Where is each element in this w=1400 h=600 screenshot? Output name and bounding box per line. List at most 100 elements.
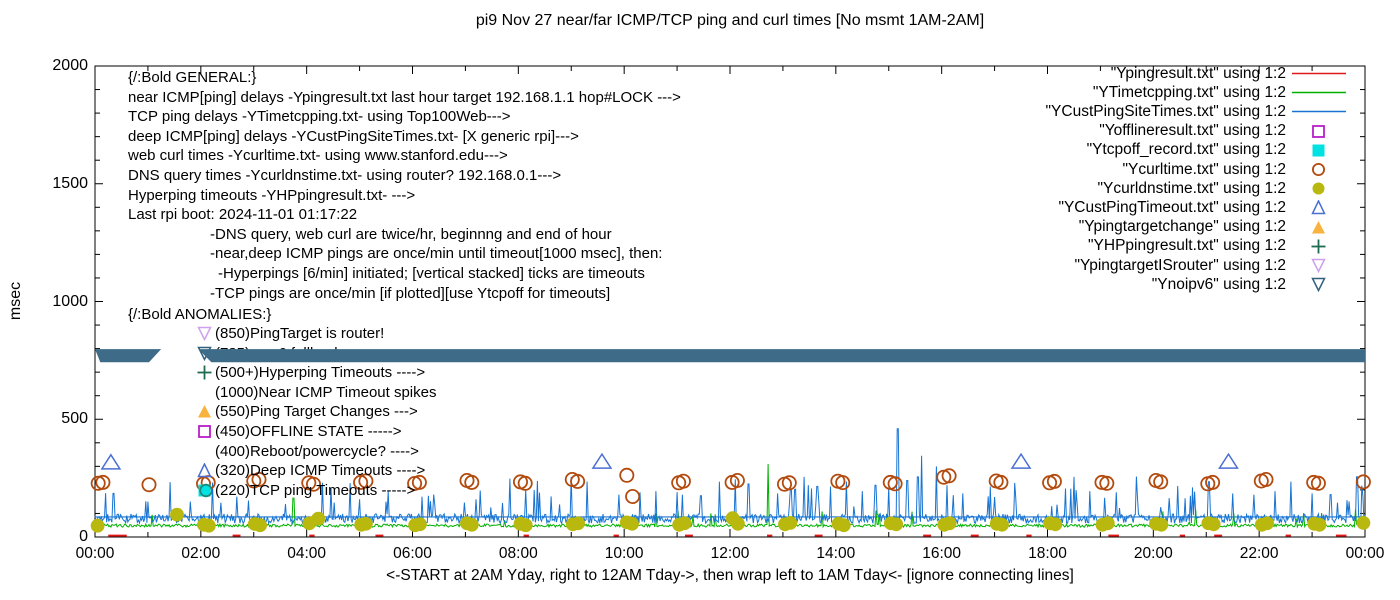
anomaly-text: (550)Ping Target Changes ---> bbox=[215, 403, 418, 421]
anomaly-line: (320)Deep ICMP Timeouts ----> bbox=[197, 461, 425, 480]
legend-label: "Ytcpoff_record.txt" using 1:2 bbox=[1086, 141, 1286, 159]
series-curl-point bbox=[887, 476, 903, 492]
series-curl-point bbox=[1253, 473, 1269, 489]
series-dns-point bbox=[518, 518, 533, 533]
general-note-line: -DNS query, web curl are twice/hr, begin… bbox=[210, 225, 612, 243]
anomaly-line: (850)PingTarget is router! bbox=[197, 324, 384, 343]
legend-item: "Ypingtargetchange" using 1:2 bbox=[1079, 218, 1347, 237]
line-icon bbox=[1290, 66, 1347, 81]
anomaly-line: (500+)Hyperping Timeouts ----> bbox=[197, 363, 425, 382]
series-dns-point bbox=[1100, 516, 1115, 531]
x-tick-label: 18:00 bbox=[1028, 545, 1067, 562]
tri-down-open-icon bbox=[197, 326, 215, 341]
tri-down-open-icon bbox=[1290, 258, 1347, 273]
general-note-line: -TCP pings are once/min [if plotted][use… bbox=[210, 284, 611, 302]
series-dns-point bbox=[1260, 516, 1274, 531]
anomalies-header: {/:Bold ANOMALIES:} bbox=[128, 306, 272, 323]
series-curl-point bbox=[671, 475, 687, 491]
series-dns-point bbox=[565, 517, 580, 532]
series-dns-point bbox=[1095, 517, 1110, 532]
series-curl-point bbox=[141, 477, 157, 493]
series-dns-point bbox=[197, 517, 211, 532]
series-dns-point bbox=[731, 516, 745, 531]
legend-item: "Ycurltime.txt" using 1:2 bbox=[1123, 160, 1347, 179]
series-dns-point bbox=[247, 517, 262, 531]
x-tick-label: 06:00 bbox=[393, 545, 432, 562]
series-dns-point bbox=[302, 516, 317, 531]
series-curl-point bbox=[90, 475, 106, 491]
legend-label: "YTimetcpping.txt" using 1:2 bbox=[1092, 83, 1286, 101]
series-dns-point bbox=[1254, 517, 1269, 532]
series-dns-point bbox=[778, 517, 792, 532]
legend-item: "YCustPingSiteTimes.txt" using 1:2 bbox=[1046, 102, 1347, 121]
series-curl-point bbox=[675, 473, 691, 489]
series-curl-point bbox=[1148, 472, 1164, 488]
series-dns-point bbox=[464, 517, 479, 532]
y-tick-label: 1000 bbox=[52, 292, 88, 310]
anomaly-line: (785)no v6 fallback ---> bbox=[197, 344, 370, 363]
general-note-line: {/:Bold GENERAL:} bbox=[128, 69, 257, 86]
series-dns-point bbox=[1206, 517, 1221, 532]
series-dns-point bbox=[884, 516, 898, 531]
square-open-icon bbox=[197, 424, 215, 439]
series-dns-point bbox=[90, 518, 105, 533]
series-curl-point bbox=[1200, 476, 1216, 492]
legend-label: "Ycurltime.txt" using 1:2 bbox=[1122, 160, 1286, 178]
series-dns-point bbox=[1043, 516, 1057, 531]
anomaly-line: (550)Ping Target Changes ---> bbox=[197, 402, 418, 421]
anomaly-line: (400)Reboot/powercycle? ----> bbox=[197, 442, 419, 461]
series-dns-point bbox=[311, 511, 326, 526]
no-icon bbox=[197, 444, 215, 459]
plus-icon bbox=[197, 365, 215, 380]
series-curl-point bbox=[1046, 473, 1062, 489]
tri-down-open-icon bbox=[1290, 277, 1347, 293]
series-dns-point bbox=[625, 516, 639, 531]
y-tick-label: 500 bbox=[61, 410, 88, 428]
series-curl-point bbox=[941, 468, 957, 484]
series-deep-timeout-point bbox=[591, 452, 613, 469]
series-curl-point bbox=[570, 473, 586, 489]
anomaly-text: (450)OFFLINE STATE -----> bbox=[215, 423, 402, 440]
series-curl-point bbox=[724, 474, 740, 490]
legend-label: "YCustPingSiteTimes.txt" using 1:2 bbox=[1045, 102, 1286, 120]
series-dns-point bbox=[408, 518, 423, 533]
series-curl-point bbox=[1094, 474, 1110, 490]
legend-item: "Ypingresult.txt" using 1:2 bbox=[1111, 64, 1347, 83]
series-curl-point bbox=[1042, 475, 1058, 491]
y-tick-label: 2000 bbox=[52, 57, 88, 74]
series-dns-point bbox=[889, 517, 904, 532]
legend-label: "YHPpingresult.txt" using 1:2 bbox=[1088, 237, 1286, 255]
series-dns-point bbox=[1356, 516, 1371, 530]
general-note-line: deep ICMP[ping] delays -YCustPingSiteTim… bbox=[128, 127, 579, 145]
series-curl-point bbox=[625, 488, 641, 504]
series-curl-point bbox=[830, 473, 846, 489]
series-dns-point bbox=[1149, 516, 1163, 531]
x-tick-label: 04:00 bbox=[287, 545, 327, 562]
series-dns-point bbox=[513, 516, 528, 531]
series-curl-point bbox=[1153, 474, 1169, 490]
legend-item: "Ytcpoff_record.txt" using 1:2 bbox=[1087, 141, 1347, 160]
series-curl-point bbox=[988, 473, 1004, 489]
circle-open-icon bbox=[1290, 162, 1347, 177]
general-note-line: TCP ping delays -YTimetcpping.txt- using… bbox=[128, 108, 511, 126]
legend-label: "Ycurldnstime.txt" using 1:2 bbox=[1097, 179, 1286, 197]
general-note-line: Last rpi boot: 2024-11-01 01:17:22 bbox=[128, 206, 358, 224]
series-deep-timeout-point bbox=[1010, 452, 1032, 469]
square-open-icon bbox=[1290, 124, 1347, 139]
legend-label: "Yofflineresult.txt" using 1:2 bbox=[1099, 122, 1286, 140]
legend-label: "YpingtargetISrouter" using 1:2 bbox=[1074, 256, 1286, 274]
legend-label: "YCustPingTimeout.txt" using 1:2 bbox=[1058, 198, 1286, 216]
legend-label: "Ypingtargetchange" using 1:2 bbox=[1078, 218, 1286, 236]
legend-item: "YTimetcpping.txt" using 1:2 bbox=[1093, 83, 1347, 102]
anomaly-text: (320)Deep ICMP Timeouts ----> bbox=[215, 462, 426, 480]
general-note-line: Hyperping timeouts -YHPpingresult.txt- -… bbox=[128, 186, 416, 204]
series-dns-point bbox=[677, 516, 692, 531]
square-circle-icon bbox=[197, 483, 215, 498]
series-curl-point bbox=[1355, 474, 1371, 490]
series-dns-point bbox=[354, 517, 369, 532]
tri-up-filled-icon bbox=[197, 404, 215, 419]
no-icon bbox=[197, 385, 215, 400]
series-dns-point bbox=[1307, 516, 1322, 531]
series-curl-point bbox=[459, 472, 475, 488]
